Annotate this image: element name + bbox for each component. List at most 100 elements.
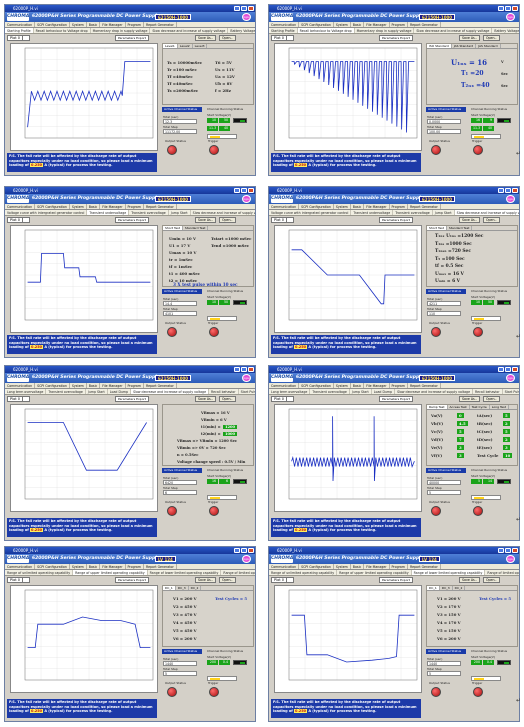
field-value[interactable]: 5	[427, 490, 461, 495]
minimize-button[interactable]	[234, 548, 240, 553]
menu-item[interactable]: File Manager	[364, 564, 390, 569]
field-value[interactable]: 12.3	[163, 119, 197, 124]
parameters-export-button[interactable]: Parameters Export	[379, 217, 413, 223]
tab-item[interactable]: Starting Profile	[5, 28, 34, 33]
minimum-load-value[interactable]: 0.250	[294, 345, 308, 350]
parameter-tab[interactable]: Level1	[163, 44, 178, 48]
parameter-tab[interactable]: Standard Test	[447, 226, 473, 230]
parameter-tab[interactable]: Short Test	[427, 226, 447, 230]
parameters-export-button[interactable]: Parameters Export	[115, 396, 149, 402]
menu-item[interactable]: Report Generator	[408, 383, 441, 388]
parameters-export-button[interactable]: Parameters Export	[115, 577, 149, 583]
minimum-load-value[interactable]: 0.250	[30, 528, 44, 533]
tab-item[interactable]: Range of lower limited operating capabil…	[148, 570, 222, 575]
save-as-button[interactable]: Save As..	[459, 217, 480, 223]
field-value[interactable]: 6	[163, 490, 197, 495]
minimize-button[interactable]	[498, 548, 504, 553]
menu-item[interactable]: Report Generator	[144, 383, 177, 388]
output-toggle[interactable]	[497, 300, 511, 305]
tab-item[interactable]: Momentary drop in supply voltage	[355, 28, 415, 33]
menu-item[interactable]: SCPI Configuration	[299, 22, 334, 27]
tab-item[interactable]: Slow decrease and increase of supply vol…	[395, 389, 474, 394]
minimum-load-value[interactable]: 0.250	[294, 163, 308, 168]
trigger-button[interactable]	[209, 506, 219, 516]
tab-item[interactable]: Range of limited operating capability	[221, 570, 255, 575]
maximize-button[interactable]	[241, 188, 247, 193]
field-value[interactable]: 5	[427, 671, 461, 676]
menu-item[interactable]: File Manager	[364, 204, 390, 209]
menu-item[interactable]: Communication	[5, 383, 36, 388]
menu-item[interactable]: SCPI Configuration	[299, 204, 334, 209]
tab-item[interactable]: Jump Start	[169, 210, 191, 215]
tab-item[interactable]: Voltage curve with intergrated generator…	[269, 210, 352, 215]
logout-button[interactable]: logout	[506, 13, 515, 21]
parameter-tab[interactable]: DC_3	[440, 586, 453, 590]
open-button[interactable]: Open..	[219, 577, 236, 583]
maximize-button[interactable]	[505, 6, 511, 11]
menu-item[interactable]: System	[334, 564, 351, 569]
tab-item[interactable]: Range of unlimited operating capability	[5, 570, 74, 575]
minimum-load-value[interactable]: 0.250	[30, 709, 44, 714]
field-value[interactable]: 1440	[427, 661, 461, 666]
logout-button[interactable]: logout	[506, 555, 515, 563]
tab-item[interactable]: Battery Voltage Dropout	[492, 28, 519, 33]
menu-item[interactable]: Communication	[5, 204, 36, 209]
menu-item[interactable]: Communication	[269, 383, 300, 388]
plot-selector[interactable]: Plot 0	[271, 577, 287, 583]
menu-item[interactable]: Report Generator	[144, 22, 177, 27]
plot-cursor-tool[interactable]	[286, 577, 294, 583]
plot-selector[interactable]: Plot 0	[271, 396, 287, 402]
menu-item[interactable]: System	[334, 22, 351, 27]
parameter-tab[interactable]: Test Cycle	[470, 405, 490, 409]
minimize-button[interactable]	[234, 6, 240, 11]
menu-item[interactable]: Program	[126, 22, 144, 27]
minimum-load-value[interactable]: 0.250	[294, 528, 308, 533]
tab-item[interactable]: Transient overvoltage	[46, 389, 86, 394]
minimize-button[interactable]	[498, 367, 504, 372]
menu-item[interactable]: System	[70, 22, 87, 27]
menu-item[interactable]: Report Generator	[144, 564, 177, 569]
minimum-load-value[interactable]: 0.250	[30, 163, 44, 168]
field-value[interactable]: 11172.00	[163, 129, 197, 134]
parameter-tab[interactable]: Ramp Test	[427, 405, 448, 409]
menu-item[interactable]: Communication	[269, 204, 300, 209]
field-value[interactable]: 100.00	[427, 129, 461, 134]
parameter-cell[interactable]: 4.5	[457, 421, 468, 426]
tab-item[interactable]: Transient overvoltage	[393, 210, 433, 215]
menu-item[interactable]: Program	[126, 564, 144, 569]
open-button[interactable]: Open..	[219, 217, 236, 223]
tab-item[interactable]: Slow decrease and increase of supply vol…	[191, 210, 255, 215]
maximize-button[interactable]	[241, 548, 247, 553]
field-value[interactable]: 14.4	[163, 301, 197, 306]
menu-item[interactable]: File Manager	[100, 383, 126, 388]
output-toggle[interactable]	[497, 660, 511, 665]
menu-item[interactable]: Communication	[269, 564, 300, 569]
tab-item[interactable]: Range of limited operating capability	[485, 570, 519, 575]
save-as-button[interactable]: Save As..	[195, 35, 216, 41]
tab-item[interactable]: Momentary drop in supply voltage	[91, 28, 151, 33]
tab-item[interactable]: Jump Start	[433, 210, 455, 215]
trigger-button[interactable]	[209, 687, 219, 697]
menu-item[interactable]: System	[70, 383, 87, 388]
parameters-export-button[interactable]: Parameters Export	[379, 396, 413, 402]
parameters-export-button[interactable]: Parameters Export	[379, 35, 413, 41]
parameter-tab[interactable]: JAS Standard	[452, 44, 477, 48]
parameter-cell[interactable]: 5	[457, 429, 464, 434]
trigger-button[interactable]	[473, 687, 483, 697]
open-button[interactable]: Open..	[219, 396, 236, 402]
menu-item[interactable]: System	[70, 204, 87, 209]
field-value[interactable]: 40000	[427, 480, 461, 485]
logout-button[interactable]: logout	[242, 374, 251, 382]
menu-item[interactable]: Report Generator	[408, 22, 441, 27]
trigger-button[interactable]	[473, 327, 483, 337]
open-button[interactable]: Open..	[483, 577, 500, 583]
field-value[interactable]: 0.0000	[427, 119, 461, 124]
plot-cursor-tool[interactable]	[286, 35, 294, 41]
menu-item[interactable]: Basic	[87, 22, 101, 27]
save-as-button[interactable]: Save As..	[195, 396, 216, 402]
tab-item[interactable]: Start Pulses	[239, 389, 255, 394]
menu-item[interactable]: Program	[390, 564, 408, 569]
menu-item[interactable]: Basic	[351, 383, 365, 388]
close-button[interactable]	[248, 548, 254, 553]
plot-cursor-tool[interactable]	[286, 396, 294, 402]
